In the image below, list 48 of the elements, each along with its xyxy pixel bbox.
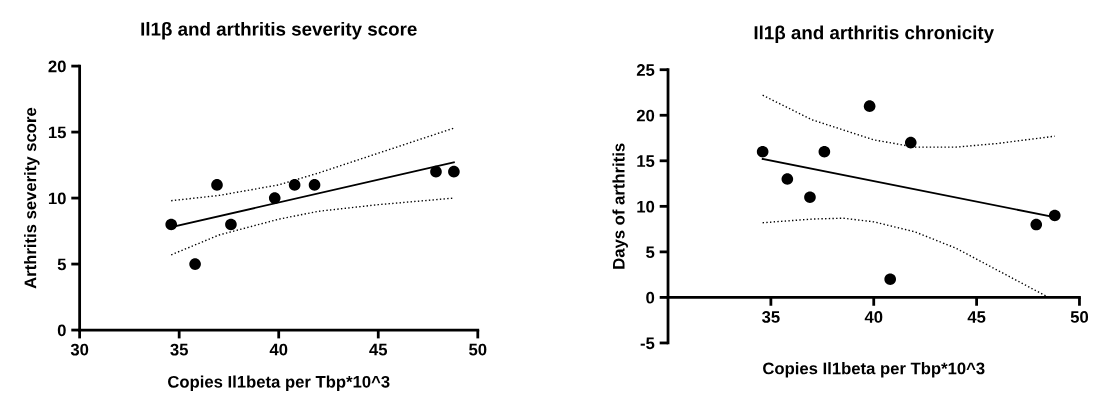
y-tick-label: 5 <box>646 246 655 259</box>
point <box>268 192 281 204</box>
point <box>165 218 178 231</box>
line-series <box>761 94 1056 148</box>
y-axis-title: Arthritis severity score <box>24 107 40 289</box>
point <box>211 179 223 191</box>
point <box>781 173 794 185</box>
line-series <box>170 127 455 202</box>
point <box>448 165 460 178</box>
point <box>225 218 237 231</box>
x-tick-label: 50 <box>1070 311 1089 323</box>
point <box>884 273 897 286</box>
y-tick-label: -5 <box>640 337 655 350</box>
y-tick-label: 10 <box>637 200 655 213</box>
x-tick-label: 30 <box>70 343 89 356</box>
x-tick-label: 40 <box>864 311 883 323</box>
chart-title: Il1β and arthritis chronicity <box>754 25 994 44</box>
point <box>288 179 301 191</box>
y-tick-label: 20 <box>636 109 655 122</box>
x-tick-label: 40 <box>269 343 288 356</box>
point <box>904 136 917 149</box>
point <box>863 100 876 112</box>
y-axis-title: Days of arthritis <box>612 143 628 269</box>
y-tick-label: 0 <box>57 324 66 337</box>
line-series <box>170 197 455 256</box>
point <box>189 258 201 270</box>
x-tick-label: 45 <box>369 343 388 356</box>
x-tick-label: 35 <box>170 343 188 356</box>
y-tick-label: 15 <box>48 126 66 139</box>
point <box>818 145 831 158</box>
y-tick-label: 5 <box>57 258 66 271</box>
point <box>1048 209 1061 222</box>
x-axis-title: Copies Il1beta per Tbp*10^3 <box>168 375 390 391</box>
x-axis-title: Copies Il1beta per Tbp*10^3 <box>763 362 985 378</box>
y-tick-label: 10 <box>48 192 66 205</box>
x-tick-label: 50 <box>469 343 487 356</box>
y-tick-label: 20 <box>48 60 66 73</box>
y-tick-label: 0 <box>646 291 655 304</box>
chart-title: Il1β and arthritis severity score <box>141 21 417 40</box>
y-tick-label: 15 <box>637 155 655 167</box>
x-tick-label: 45 <box>967 311 986 323</box>
point <box>1030 218 1043 231</box>
x-tick-label: 35 <box>762 311 780 323</box>
point <box>430 165 442 178</box>
point <box>308 179 321 191</box>
y-tick-label: 25 <box>636 64 655 76</box>
point <box>804 191 816 204</box>
point <box>756 145 769 158</box>
